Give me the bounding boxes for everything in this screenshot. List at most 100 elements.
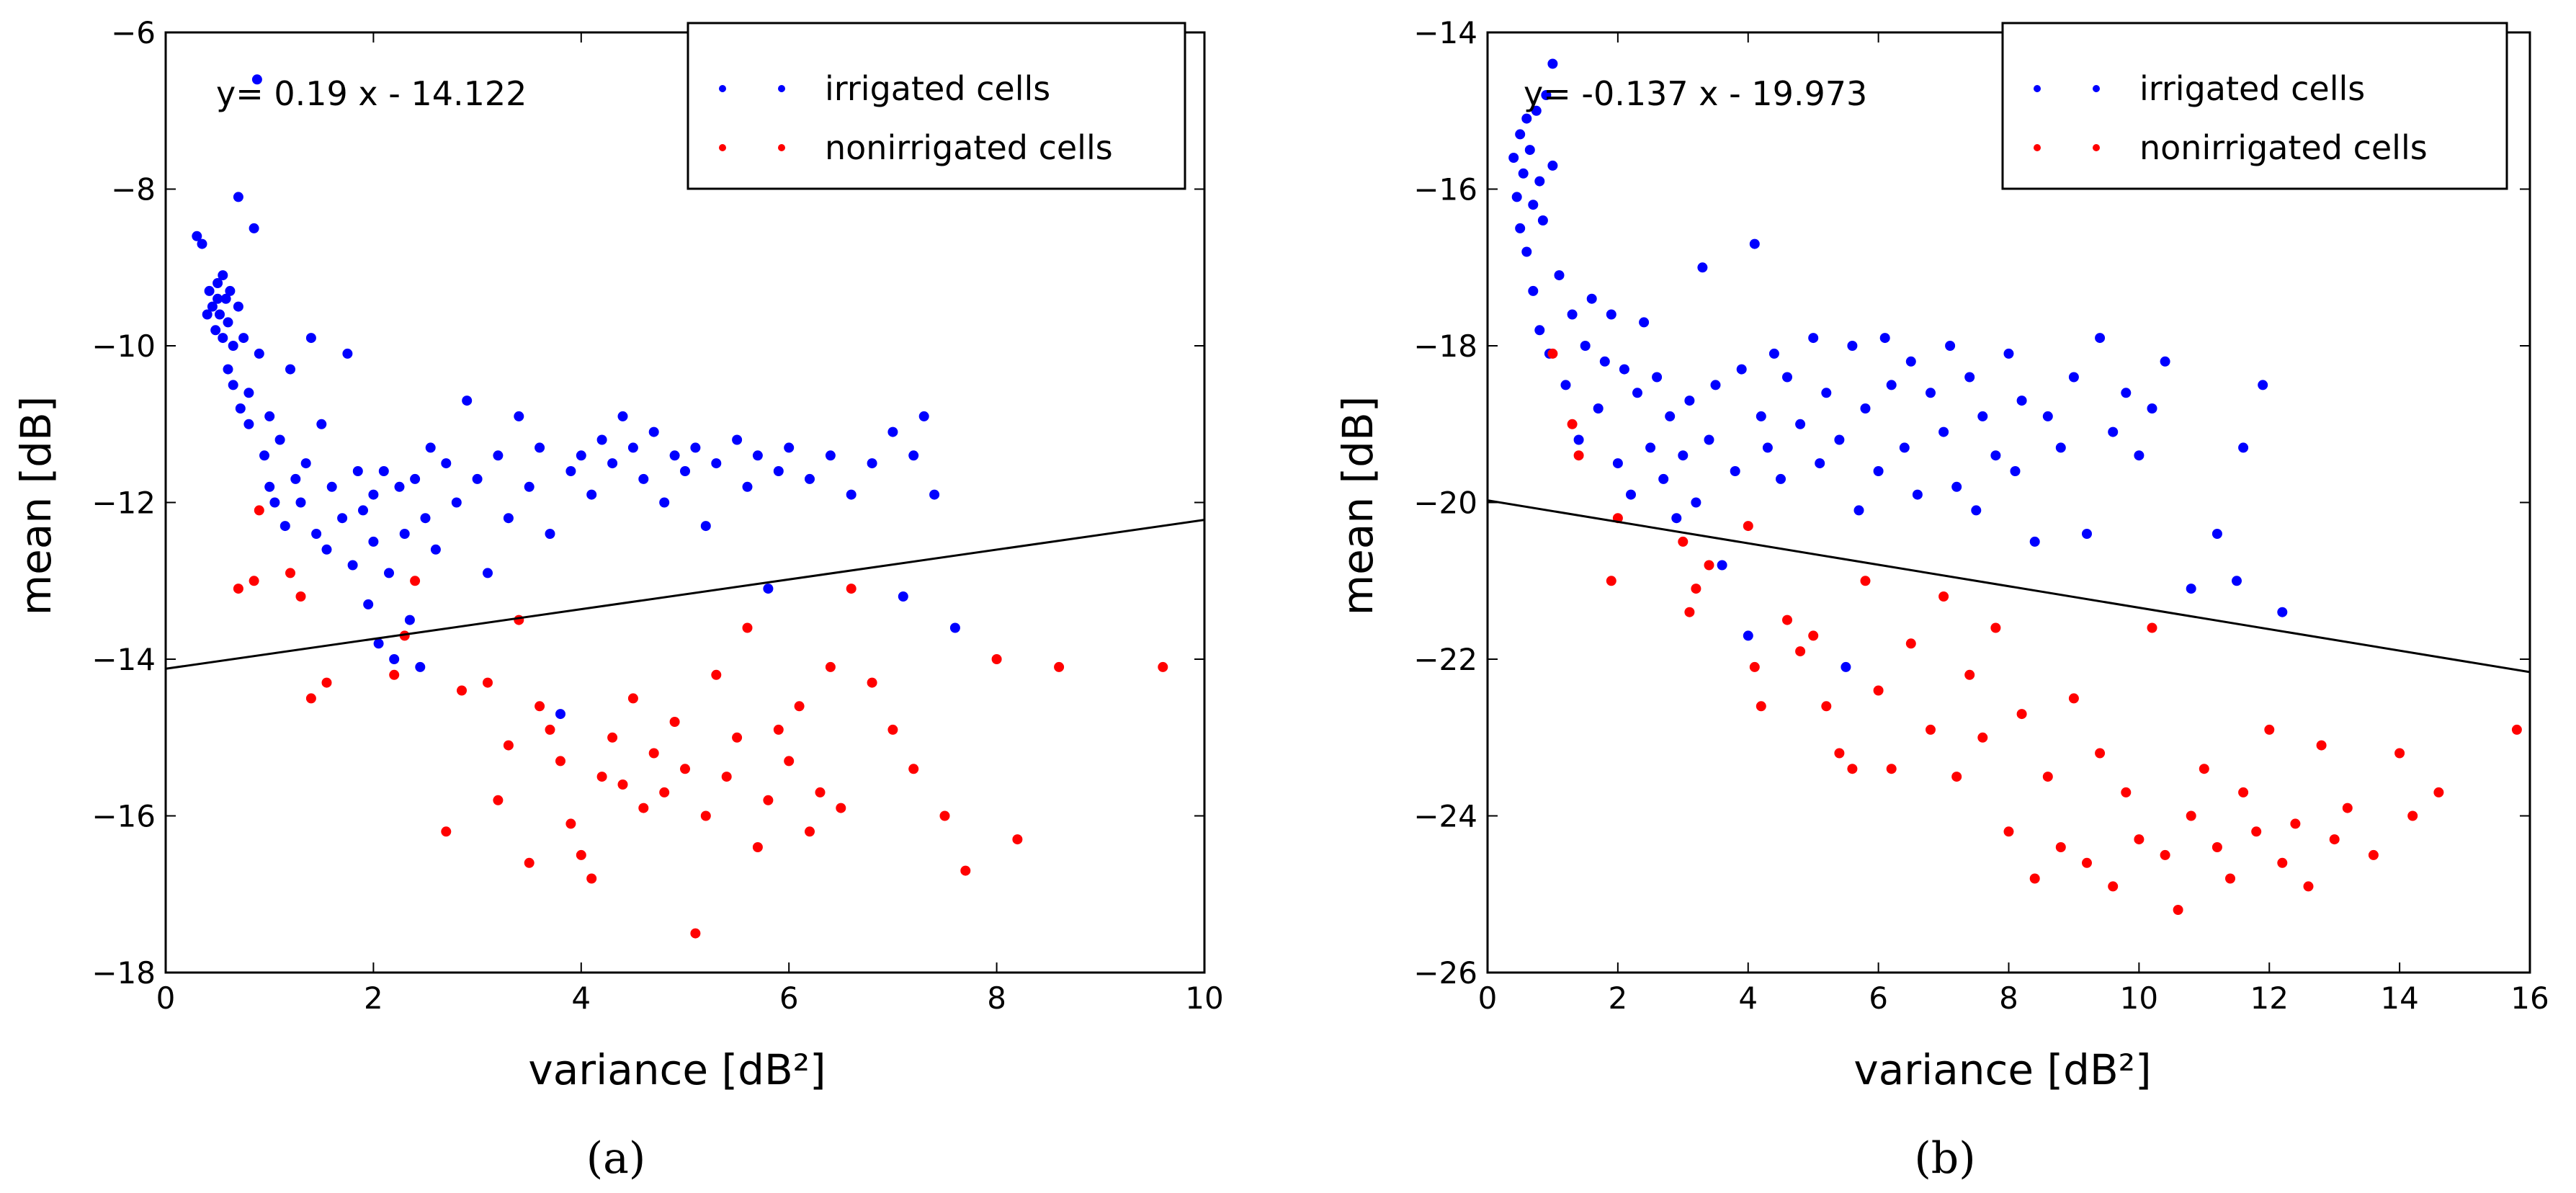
point-nonirrigated [321,677,332,688]
point-irrigated [233,301,243,312]
point-irrigated [514,411,524,421]
point-irrigated [763,584,774,594]
point-nonirrigated [1547,348,1558,359]
x-tick-label: 8 [987,980,1006,1016]
point-irrigated [1632,388,1642,398]
point-irrigated [732,434,743,445]
point-irrigated [1847,341,1858,351]
point-irrigated [337,513,348,524]
point-irrigated [586,489,597,500]
point-irrigated [535,442,545,453]
point-irrigated [1547,160,1558,171]
point-irrigated [1515,129,1526,140]
point-irrigated [347,560,358,571]
y-tick-label: −22 [1413,642,1477,677]
point-irrigated [1678,450,1689,461]
point-nonirrigated [2407,810,2418,821]
point-nonirrigated [887,724,898,735]
point-nonirrigated [2290,818,2301,829]
point-irrigated [2029,536,2040,547]
point-irrigated [825,450,836,461]
point-nonirrigated [483,677,493,688]
point-irrigated [1834,434,1845,445]
point-nonirrigated [514,615,524,625]
point-irrigated [1671,513,1682,524]
point-irrigated [1756,411,1766,421]
point-irrigated [607,458,618,469]
point-irrigated [305,333,316,344]
point-irrigated [680,466,690,476]
point-irrigated [1531,105,1542,116]
point-irrigated [1841,661,1851,672]
y-tick-label: −24 [1413,799,1477,834]
legend-marker-irrigated [2034,85,2041,92]
point-nonirrigated [2199,764,2209,774]
point-nonirrigated [1749,661,1760,672]
point-nonirrigated [648,748,659,759]
point-irrigated [887,426,898,437]
point-irrigated [1612,458,1623,469]
point-nonirrigated [960,865,971,876]
y-tick-label: −20 [1413,486,1477,521]
point-nonirrigated [2316,740,2327,751]
point-irrigated [399,529,410,539]
y-tick-label: −18 [91,955,156,991]
point-nonirrigated [1795,646,1806,657]
point-irrigated [1560,380,1571,390]
point-nonirrigated [2016,709,2027,720]
point-nonirrigated [254,505,264,516]
point-irrigated [210,325,221,336]
x-tick-label: 8 [1999,980,2018,1016]
point-nonirrigated [2160,849,2170,860]
point-nonirrigated [1756,701,1766,712]
y-tick-label: −6 [111,15,156,50]
point-irrigated [254,348,264,359]
point-irrigated [1658,473,1669,484]
point-irrigated [1710,380,1721,390]
x-tick-label: 6 [779,980,799,1016]
point-irrigated [1508,153,1519,163]
point-irrigated [1873,466,1884,476]
point-nonirrigated [2108,881,2119,892]
point-irrigated [218,270,228,281]
point-nonirrigated [784,756,795,767]
point-nonirrigated [1990,622,2001,633]
legend: irrigated cells nonirrigated cells [687,22,1186,190]
x-tick-label: 14 [2380,980,2418,1016]
point-nonirrigated [1834,748,1845,759]
legend-box [2001,22,2508,190]
point-irrigated [1697,262,1708,273]
regression-line [1488,499,2530,674]
point-nonirrigated [607,732,618,743]
point-irrigated [1665,411,1676,421]
point-irrigated [2082,529,2092,539]
point-irrigated [415,661,426,672]
point-nonirrigated [2264,724,2275,735]
point-irrigated [1547,58,1558,69]
point-irrigated [1580,341,1591,351]
point-irrigated [264,481,275,492]
y-tick-label: −18 [1413,329,1477,364]
point-irrigated [404,615,415,625]
legend-box [687,22,1186,190]
point-nonirrigated [627,693,638,704]
point-nonirrigated [2211,842,2222,852]
point-irrigated [1821,388,1832,398]
point-irrigated [1645,442,1656,453]
point-nonirrigated [249,576,259,586]
legend-marker-irrigated [2093,85,2100,92]
point-irrigated [425,442,436,453]
point-irrigated [2010,466,2021,476]
point-nonirrigated [939,810,950,821]
point-nonirrigated [2134,834,2145,845]
point-nonirrigated [586,873,597,884]
point-nonirrigated [1573,450,1584,461]
point-irrigated [1521,246,1532,257]
point-irrigated [659,497,670,508]
point-irrigated [204,285,215,296]
point-irrigated [1938,426,1949,437]
point-nonirrigated [1886,764,1897,774]
point-irrigated [225,285,236,296]
point-nonirrigated [565,818,576,829]
legend-label-nonirrigated: nonirrigated cells [2139,128,2428,167]
